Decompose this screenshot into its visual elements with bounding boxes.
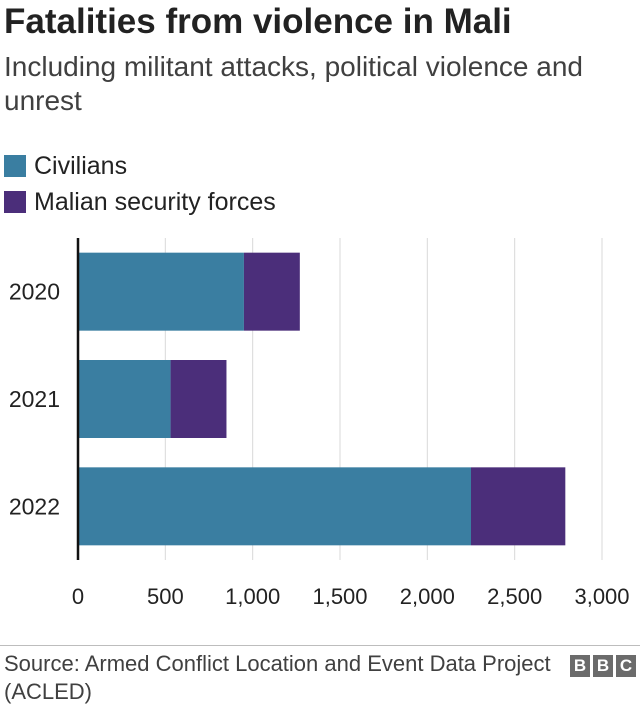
legend-item-civilians: Civilians: [4, 148, 276, 184]
bbc-logo-letter: C: [616, 655, 636, 677]
bar-civilians-2022: [78, 467, 471, 546]
bar-chart: 0 500 1,000 1,500 2,000 2,500 3,000 2020 2021 202…: [9, 238, 630, 609]
x-tick-label: 2,000: [400, 584, 455, 609]
footer-divider: [0, 645, 640, 646]
x-tick-label: 3,000: [574, 584, 629, 609]
bar-security-forces-2022: [471, 467, 566, 546]
legend-label-security-forces: Malian security forces: [34, 187, 276, 216]
legend-item-security-forces: Malian security forces: [4, 184, 276, 220]
y-category-label: 2021: [9, 386, 60, 412]
bar-civilians-2021: [78, 360, 171, 438]
x-tick-label: 0: [72, 584, 84, 609]
x-tick-label: 1,500: [312, 584, 367, 609]
chart-title: Fatalities from violence in Mali: [4, 2, 512, 41]
bar-civilians-2020: [78, 252, 244, 331]
bar-security-forces-2020: [243, 252, 300, 331]
legend-swatch-security-forces: [4, 191, 26, 213]
chart-subtitle: Including militant attacks, political vi…: [4, 51, 583, 116]
legend: Civilians Malian security forces: [4, 148, 276, 220]
bbc-logo-letter: B: [570, 655, 590, 677]
legend-swatch-civilians: [4, 155, 26, 177]
y-category-label: 2022: [9, 493, 60, 519]
source-note: Source: Armed Conflict Location and Even…: [4, 651, 551, 704]
bbc-logo: B B C: [570, 655, 636, 677]
x-tick-label: 1,000: [225, 584, 280, 609]
y-category-label: 2020: [9, 279, 60, 305]
bar-security-forces-2021: [170, 360, 227, 438]
x-tick-label: 500: [147, 584, 184, 609]
legend-label-civilians: Civilians: [34, 151, 128, 180]
bbc-logo-letter: B: [593, 655, 613, 677]
x-tick-label: 2,500: [487, 584, 542, 609]
